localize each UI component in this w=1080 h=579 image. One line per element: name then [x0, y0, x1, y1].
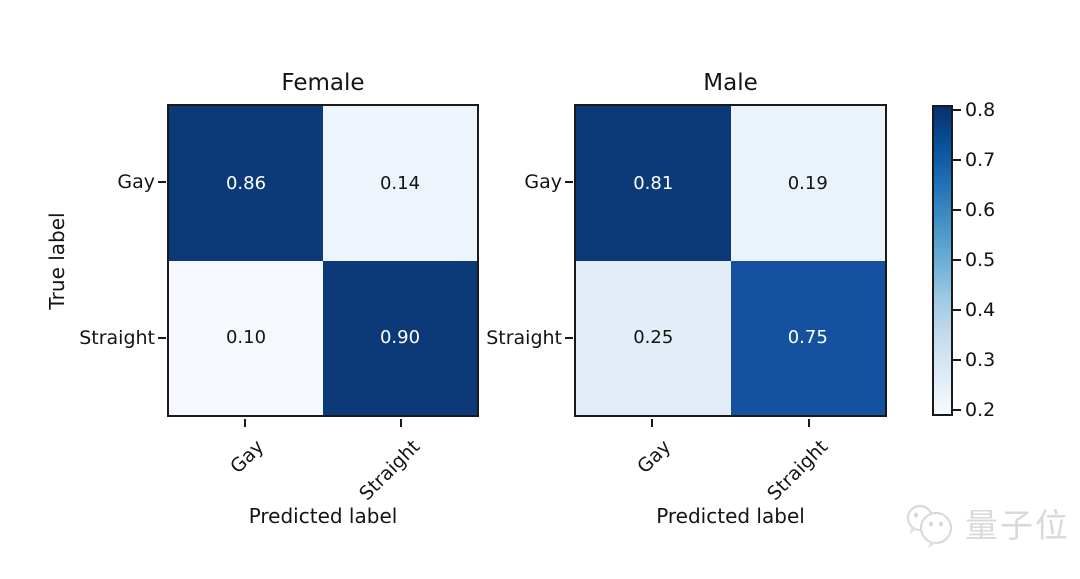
colorbar-tickmark	[953, 109, 961, 111]
x-tickmark	[400, 419, 402, 427]
y-tickmark	[158, 337, 166, 339]
qbitai-logo-icon	[907, 505, 952, 548]
colorbar-tick-label: 0.3	[965, 349, 996, 371]
watermark-text: 量子位	[965, 506, 1070, 545]
x-tickmark	[651, 419, 653, 427]
watermark: 量子位	[903, 501, 1070, 551]
colorbar-tickmark	[953, 209, 961, 211]
colorbar-tickmark	[953, 359, 961, 361]
y-tickmark	[158, 181, 166, 183]
ytick-label-straight: Straight	[79, 327, 155, 349]
ytick-label-gay: Gay	[117, 171, 155, 193]
y-tickmark	[565, 337, 573, 339]
heatmap-cell: 0.75	[730, 260, 885, 415]
colorbar-tickmark	[953, 159, 961, 161]
colorbar-tick-label: 0.6	[965, 199, 996, 221]
heatmap-cell: 0.90	[323, 260, 477, 415]
ytick-label-straight: Straight	[486, 327, 562, 349]
heatmap-male: 0.81 0.19 0.25 0.75	[574, 104, 887, 417]
colorbar-tick-label: 0.8	[965, 99, 996, 121]
x-axis-title-male: Predicted label	[656, 504, 805, 528]
colorbar-tickmark	[953, 259, 961, 261]
heatmap-cell: 0.81	[576, 106, 731, 261]
colorbar-gradient	[932, 105, 953, 416]
heatmap-cell: 0.25	[576, 260, 731, 415]
heatmap-cell: 0.86	[169, 106, 323, 261]
colorbar-tick-label: 0.2	[965, 399, 996, 421]
x-tickmark	[244, 419, 246, 427]
colorbar-tick-label: 0.5	[965, 249, 996, 271]
heatmap-cell: 0.10	[169, 260, 323, 415]
colorbar-tick-label: 0.7	[965, 149, 996, 171]
panel-female-title: Female	[281, 70, 365, 96]
heatmap-female: 0.86 0.14 0.10 0.90	[167, 104, 479, 417]
colorbar-tickmark	[953, 309, 961, 311]
x-axis-title-female: Predicted label	[248, 504, 398, 528]
ytick-label-gay: Gay	[524, 171, 562, 193]
panel-male-title: Male	[703, 70, 758, 96]
heatmap-cell: 0.19	[730, 106, 885, 261]
x-tickmark	[808, 419, 810, 427]
colorbar-tick-label: 0.4	[965, 299, 996, 321]
colorbar-tickmark	[953, 409, 961, 411]
y-tickmark	[565, 181, 573, 183]
heatmap-cell: 0.14	[323, 106, 477, 261]
